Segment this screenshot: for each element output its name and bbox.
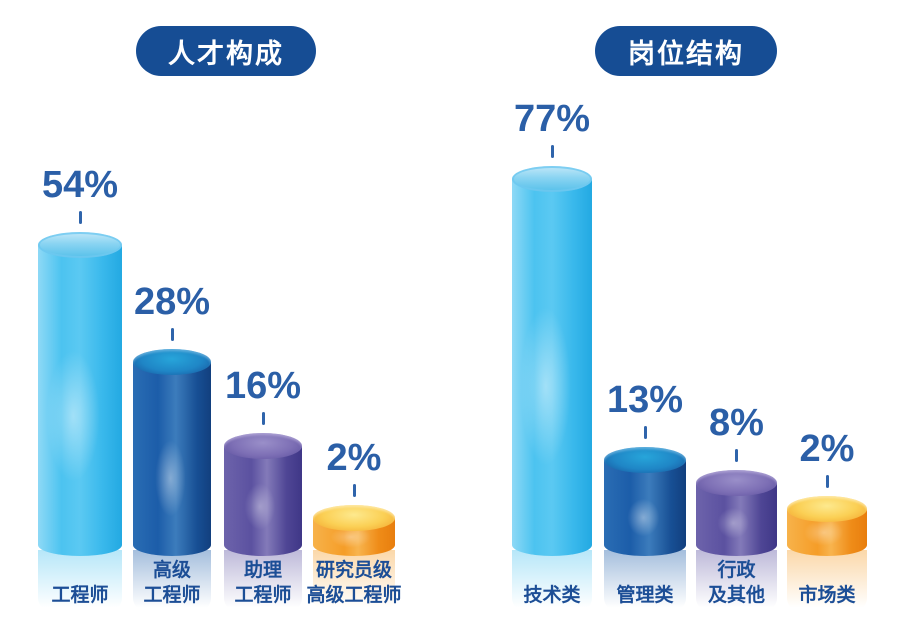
cylinder-bar <box>604 447 686 556</box>
bar-value-text: 8% <box>709 402 764 445</box>
bar-category-label: 市场类 <box>752 556 898 608</box>
bar-category-line: 管理类 <box>616 585 674 606</box>
cylinder-reflection <box>313 550 395 618</box>
bar-category-label: 管理类 <box>570 556 720 608</box>
bar-category-label: 行政 及其他 <box>662 556 812 608</box>
cylinder-top-ellipse <box>38 232 122 258</box>
bar-value-text: 28% <box>133 281 211 324</box>
cylinder-bar <box>313 505 395 556</box>
cylinder-reflection <box>38 550 122 618</box>
value-tick-line <box>261 412 265 425</box>
bar-category-line: 行政 <box>717 560 756 581</box>
cylinder-reflection <box>604 550 686 618</box>
cylinder-reflection <box>696 550 777 618</box>
bar-category-line: 工程师 <box>234 585 292 606</box>
bar-value-text: 77% <box>513 98 591 141</box>
bar-value-label: 2% <box>284 427 424 497</box>
cylinder-top-ellipse <box>604 447 686 473</box>
bar-value-label: 13% <box>575 369 715 439</box>
bar-value-text: 2% <box>799 428 855 471</box>
bar-value-text: 54% <box>41 164 119 207</box>
bar-value-label: 77% <box>482 88 622 158</box>
value-tick-line <box>170 328 174 341</box>
cylinder-reflection <box>512 550 592 618</box>
cylinder-side <box>604 460 686 556</box>
value-tick-line <box>550 145 554 158</box>
bar-category-label: 工程师 <box>5 556 155 608</box>
value-tick-line <box>78 211 82 224</box>
cylinder-bar <box>133 349 211 556</box>
cylinder-reflection <box>224 550 302 618</box>
bar-value-text: 16% <box>224 365 302 408</box>
cylinder-top-ellipse <box>224 433 302 459</box>
bar-value-text: 2% <box>326 437 382 480</box>
cylinder-top-ellipse <box>313 505 395 531</box>
cylinder-reflection <box>787 550 867 618</box>
cylinder-side <box>224 446 302 556</box>
cylinder-top-ellipse <box>133 349 211 375</box>
bar-category-line: 高级 <box>152 560 191 581</box>
chart-title-badge-position-structure: 岗位结构 <box>595 26 777 76</box>
bar-category-line: 市场类 <box>798 585 856 606</box>
bar-category-label: 研究员级 高级工程师 <box>279 556 429 608</box>
bar-value-label: 16% <box>193 355 333 425</box>
value-tick-line <box>352 484 356 497</box>
bar-category-label: 助理 工程师 <box>188 556 338 608</box>
cylinder-bar <box>224 433 302 556</box>
cylinder-top-ellipse <box>787 496 867 522</box>
bar-category-line: 技术类 <box>523 585 581 606</box>
bar-value-label: 8% <box>667 392 807 462</box>
bar-category-line: 工程师 <box>143 585 201 606</box>
bar-category-label: 技术类 <box>477 556 627 608</box>
cylinder-bar <box>512 166 592 556</box>
cylinder-side <box>512 179 592 556</box>
value-tick-line <box>825 475 829 488</box>
bar-category-line: 研究员级 <box>315 560 392 581</box>
bar-value-label: 2% <box>757 418 897 488</box>
cylinder-side <box>133 362 211 556</box>
cylinder-top-ellipse <box>696 470 777 496</box>
bar-value-label: 54% <box>10 154 150 224</box>
value-tick-line <box>735 449 738 462</box>
bar-category-line: 助理 <box>243 560 282 581</box>
value-tick-line <box>643 426 647 439</box>
cylinder-top-ellipse <box>512 166 592 192</box>
bar-category-line: 工程师 <box>51 585 109 606</box>
cylinder-bar <box>38 232 122 556</box>
cylinder-reflection <box>133 550 211 618</box>
bar-value-text: 13% <box>606 379 684 422</box>
bar-category-line: 及其他 <box>707 585 765 606</box>
bar-value-label: 28% <box>102 271 242 341</box>
bar-category-label: 高级 工程师 <box>97 556 247 608</box>
cylinder-bar <box>696 470 777 556</box>
chart-title-badge-talent-composition: 人才构成 <box>136 26 316 76</box>
cylinder-side <box>38 245 122 556</box>
cylinder-bar <box>787 496 867 556</box>
bar-category-line: 高级工程师 <box>306 585 402 606</box>
